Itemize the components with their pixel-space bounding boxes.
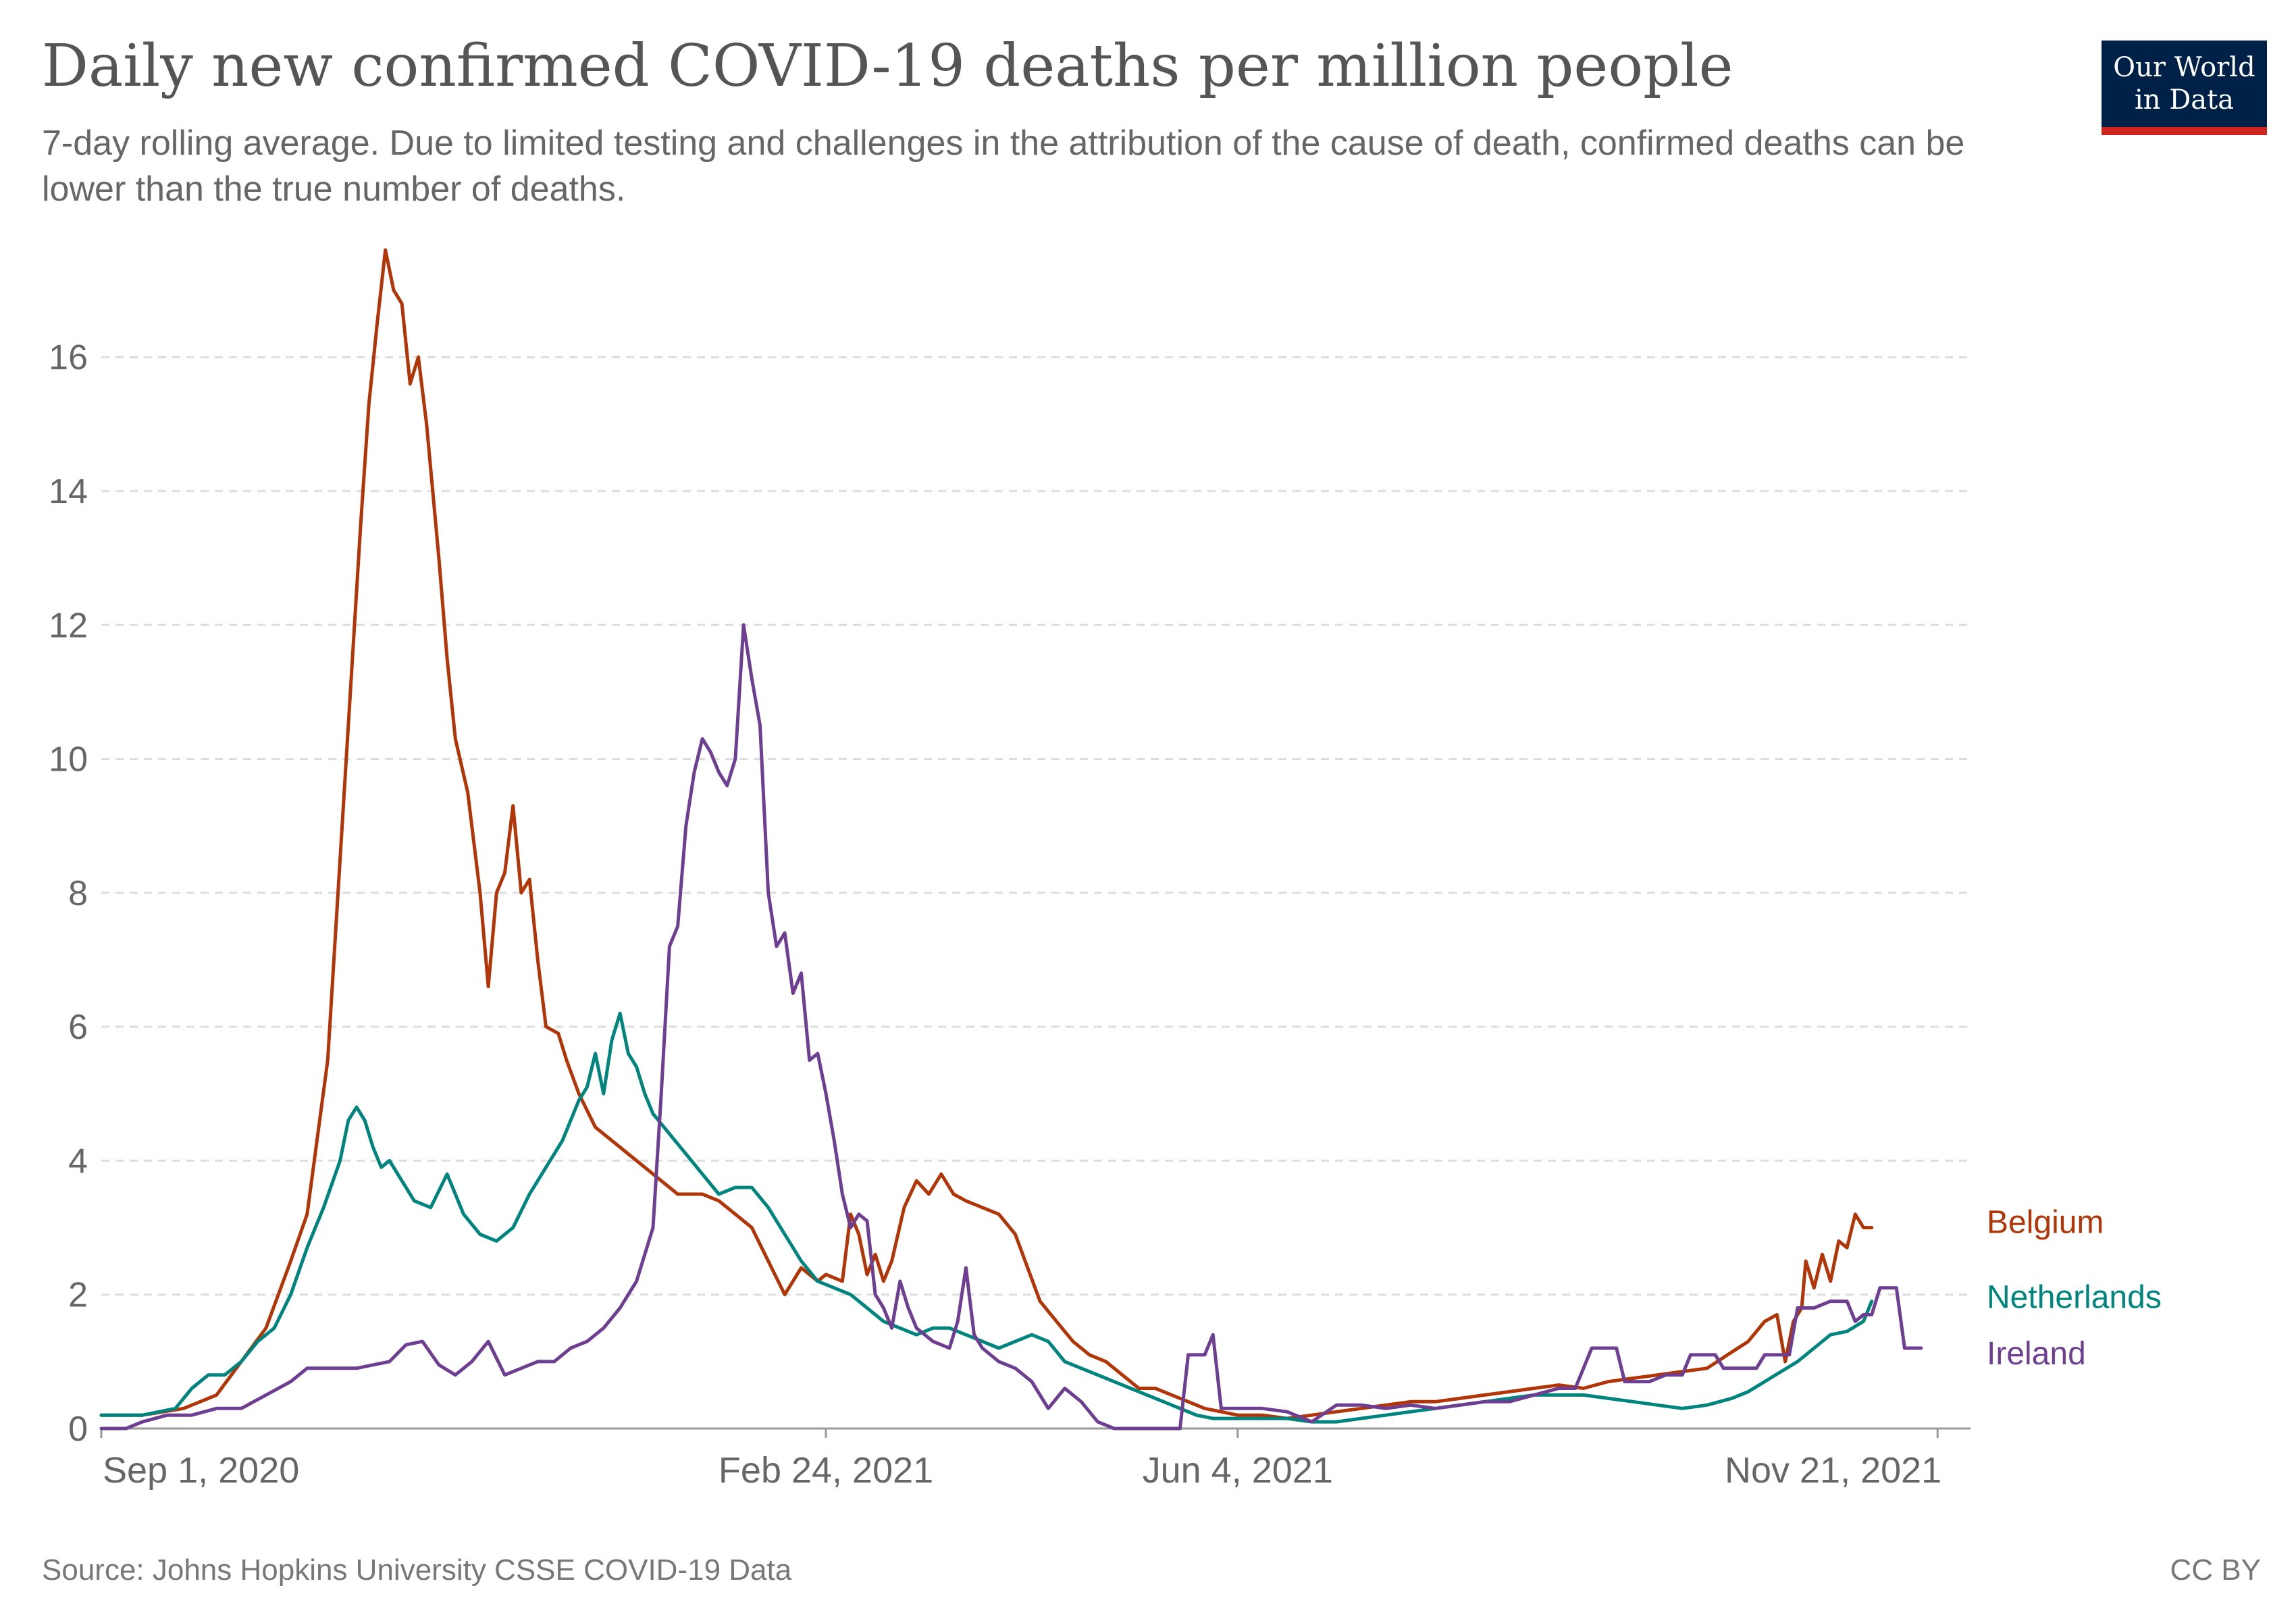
series-line-belgium[interactable]	[99, 248, 1874, 1420]
y-tick-label: 2	[68, 1276, 88, 1315]
legend-label-ireland[interactable]: Ireland	[1987, 1336, 2086, 1372]
x-tick-label: Nov 21, 2021	[1725, 1450, 1941, 1491]
y-tick-label: 0	[68, 1410, 88, 1449]
legend-label-belgium[interactable]: Belgium	[1987, 1205, 2104, 1241]
series-line-netherlands[interactable]	[99, 1011, 1874, 1424]
logo-line-2: in Data	[2134, 84, 2235, 115]
y-axis-ticks: 0 2 4 6 8 10 12 14 16	[49, 338, 88, 1449]
chart-subtitle: 7-day rolling average. Due to limited te…	[42, 124, 1965, 209]
logo-line-1: Our World	[2113, 52, 2255, 83]
series-line-ireland[interactable]	[99, 623, 1923, 1431]
legend: Belgium Netherlands Ireland	[1987, 1205, 2162, 1372]
x-tick-label: Sep 1, 2020	[103, 1450, 299, 1491]
logo-accent-bar	[2102, 127, 2267, 135]
series-lines	[99, 248, 1923, 1431]
owid-logo[interactable]: Our World in Data	[2102, 41, 2267, 135]
chart-title: Daily new confirmed COVID-19 deaths per …	[42, 32, 1733, 100]
y-tick-label: 14	[49, 472, 88, 511]
y-tick-label: 16	[49, 338, 88, 378]
x-tick-label: Jun 4, 2021	[1143, 1450, 1333, 1491]
grid-lines	[101, 356, 1971, 1296]
y-tick-label: 4	[68, 1141, 88, 1181]
x-tick-label: Feb 24, 2021	[719, 1450, 933, 1491]
source-note: Source: Johns Hopkins University CSSE CO…	[42, 1553, 792, 1587]
license-link[interactable]: CC BY	[2170, 1553, 2261, 1587]
y-tick-label: 12	[49, 606, 88, 645]
x-axis: Sep 1, 2020 Feb 24, 2021 Jun 4, 2021 Nov 21…	[100, 1427, 1971, 1491]
y-tick-label: 6	[68, 1008, 88, 1047]
y-tick-label: 10	[49, 740, 88, 779]
legend-label-netherlands[interactable]: Netherlands	[1987, 1280, 2162, 1316]
y-tick-label: 8	[68, 874, 88, 913]
